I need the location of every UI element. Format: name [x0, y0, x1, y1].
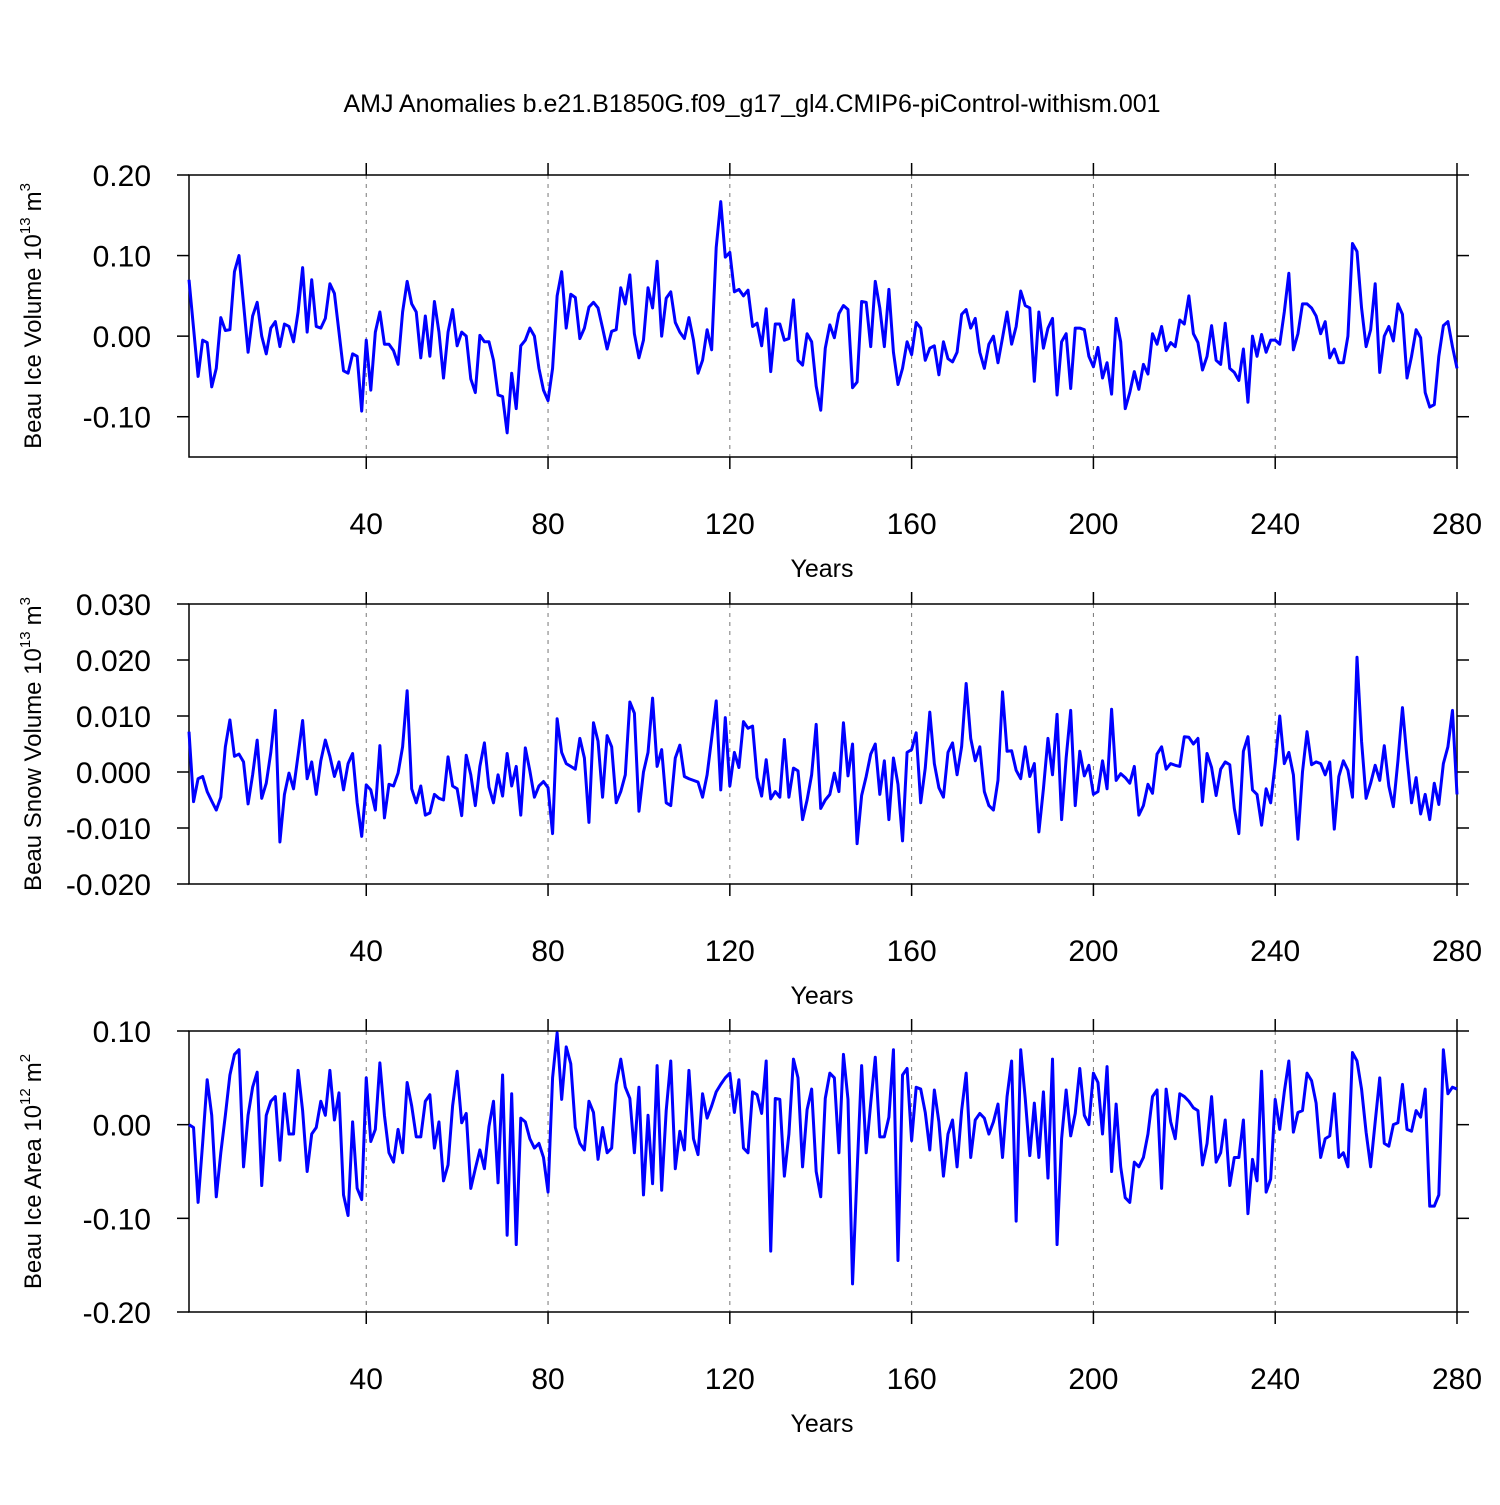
x-tick-label: 200	[1068, 935, 1118, 968]
y-tick-label: 0.030	[76, 589, 151, 622]
y-axis-label-part: Beau Ice Volume 10	[20, 234, 47, 449]
y-axis-label: Beau Snow Volume 1013 m3	[17, 597, 47, 891]
y-tick-label: 0.10	[93, 1016, 151, 1049]
x-tick-label: 160	[887, 935, 937, 968]
y-axis-label-part: 13	[17, 631, 34, 648]
x-tick-label: 200	[1068, 1363, 1118, 1396]
y-tick-label: 0.00	[93, 321, 151, 354]
y-tick-label: -0.010	[66, 813, 151, 846]
x-tick-label: 160	[887, 508, 937, 541]
x-tick-label: 240	[1250, 1363, 1300, 1396]
y-tick-label: 0.020	[76, 645, 151, 678]
y-axis-label-part: 2	[17, 1054, 34, 1062]
y-axis-label-part: m	[20, 605, 47, 625]
y-axis-label-part: m	[20, 191, 47, 211]
plot-frame	[188, 174, 1458, 458]
y-tick-label: 0.00	[93, 1110, 151, 1143]
y-tick-label: -0.10	[83, 1203, 151, 1236]
y-axis-label-part: Beau Snow Volume 10	[20, 648, 47, 891]
data-line	[187, 655, 1459, 846]
data-line	[187, 200, 1459, 435]
panel: 40 80 120 160 200 240 280 0.10 0.00 -0.10 -0.20 Yea…	[17, 1016, 1482, 1438]
y-tick-label: 0.000	[76, 757, 151, 790]
y-axis-label-part: 3	[17, 597, 34, 605]
y-axis-label-part: m	[20, 1062, 47, 1082]
figure-title: AMJ Anomalies b.e21.B1850G.f09_g17_gl4.C…	[343, 90, 1160, 118]
x-axis-label: Years	[790, 982, 853, 1010]
x-tick-label: 40	[350, 935, 383, 968]
y-tick-label: 0.10	[93, 241, 151, 274]
y-axis-label-part: 12	[17, 1088, 34, 1105]
x-tick-label: 280	[1432, 1363, 1482, 1396]
y-tick-label: 0.010	[76, 701, 151, 734]
x-axis-label: Years	[790, 1410, 853, 1438]
y-axis-label: Beau Ice Volume 1013 m3	[17, 183, 47, 449]
plot-frame	[188, 603, 1458, 885]
x-tick-label: 240	[1250, 508, 1300, 541]
y-axis-label-part: Beau Ice Area 10	[20, 1105, 47, 1289]
y-axis-label-part: 3	[17, 183, 34, 191]
x-tick-label: 160	[887, 1363, 937, 1396]
panel: 40 80 120 160 200 240 280 0.20 0.10 0.00 -0.10 Year…	[17, 160, 1482, 583]
x-tick-label: 200	[1068, 508, 1118, 541]
y-axis-label: Beau Ice Area 1012 m2	[17, 1054, 47, 1289]
y-axis-label-part: 13	[17, 217, 34, 234]
plot-frame	[188, 1030, 1458, 1313]
data-line	[188, 1031, 1458, 1286]
y-tick-label: -0.20	[83, 1297, 151, 1330]
y-tick-label: -0.10	[83, 402, 151, 435]
x-axis-label: Years	[790, 555, 853, 583]
x-tick-label: 280	[1432, 508, 1482, 541]
x-tick-label: 120	[705, 935, 755, 968]
x-tick-label: 40	[350, 508, 383, 541]
x-tick-label: 80	[531, 508, 564, 541]
x-tick-label: 120	[705, 1363, 755, 1396]
x-tick-label: 40	[350, 1363, 383, 1396]
panel: 40 80 120 160 200 240 280 0.030 0.020 0.010 0.000 -…	[17, 589, 1482, 1010]
x-tick-label: 280	[1432, 935, 1482, 968]
x-tick-label: 120	[705, 508, 755, 541]
y-tick-label: -0.020	[66, 869, 151, 902]
y-tick-label: 0.20	[93, 160, 151, 193]
x-tick-label: 80	[531, 1363, 564, 1396]
x-tick-label: 240	[1250, 935, 1300, 968]
x-tick-label: 80	[531, 935, 564, 968]
